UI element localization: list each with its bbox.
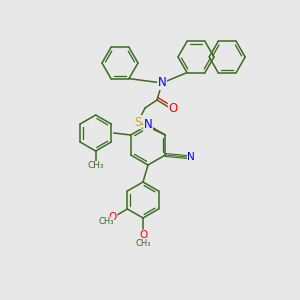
Text: O: O (109, 212, 117, 223)
Text: N: N (188, 152, 195, 162)
Text: S: S (134, 116, 142, 128)
Text: O: O (139, 230, 147, 240)
Text: CH₃: CH₃ (98, 217, 113, 226)
Text: N: N (158, 76, 166, 89)
Text: CH₃: CH₃ (135, 238, 151, 247)
Text: CH₃: CH₃ (87, 161, 104, 170)
Text: O: O (168, 101, 178, 115)
Text: N: N (144, 118, 152, 131)
